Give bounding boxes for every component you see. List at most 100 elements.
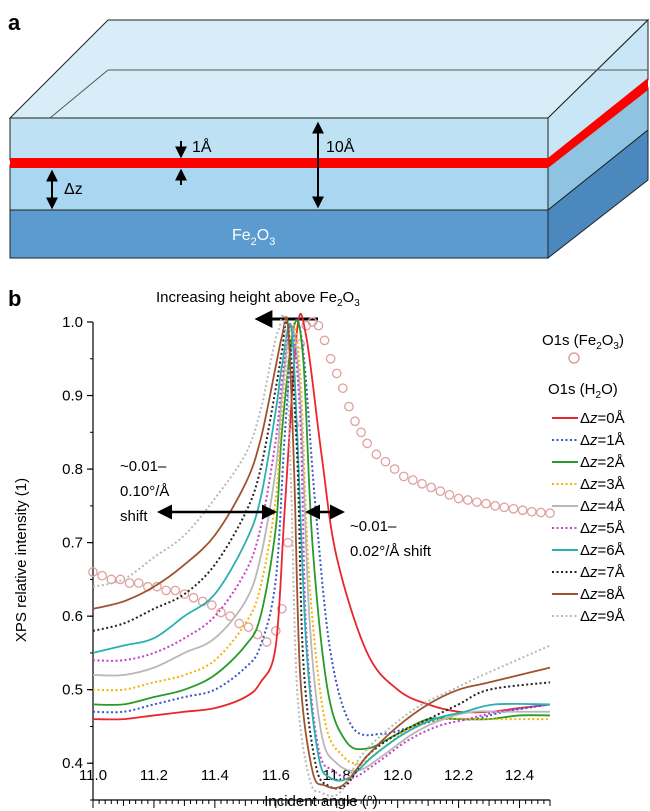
dz-label: Δz — [64, 181, 83, 198]
fe2o3-point — [444, 489, 455, 500]
y-tick-label: 0.7 — [62, 535, 83, 552]
fe2o3-point — [472, 497, 482, 508]
series-line-dz4 — [92, 324, 550, 772]
fe2o3-point — [545, 508, 555, 519]
panel-b: b Increasing height above Fe2O3 0.40.50.… — [8, 286, 625, 810]
fe2o3-point — [344, 401, 354, 412]
legend-label-dz8: Δz=8Å — [580, 586, 625, 603]
y-axis-label: XPS relative intensity (1) — [13, 478, 30, 642]
fe2o3-point — [188, 592, 199, 603]
y-tick-label: 0.5 — [62, 682, 83, 699]
fe2o3-point — [115, 574, 126, 585]
fe2o3-point — [325, 353, 336, 364]
panel-a: a Fe2O3 1Å 10Å Δz — [8, 10, 650, 260]
fe2o3-point — [243, 622, 254, 633]
y-tick-label: 1.0 — [62, 314, 83, 331]
fe2o3-point — [380, 456, 391, 467]
top-slab-front — [9, 117, 549, 161]
x-tick-label: 12.0 — [383, 767, 412, 784]
fe2o3-point — [435, 486, 446, 496]
fe2o3-point — [453, 493, 464, 504]
x-tick-label: 12.2 — [444, 767, 473, 784]
fe2o3-point — [331, 368, 342, 379]
fe2o3-point — [371, 449, 382, 460]
y-tick-label: 0.6 — [62, 608, 83, 625]
fe2o3-point — [517, 505, 528, 516]
x-tick-label: 12.4 — [505, 767, 534, 784]
fe2o3-point — [106, 574, 117, 585]
fe2o3-point — [536, 507, 546, 518]
total-label: 10Å — [326, 137, 355, 156]
fe2o3-point — [179, 589, 190, 599]
legend-items: Δz=0Å Δz=1Å Δz=2Å Δz=3Å Δz=4Å Δz=5Å Δz=6Å Δz=7Å… — [552, 410, 625, 625]
top-slab-top-face — [8, 19, 650, 119]
panel-b-label: b — [8, 286, 21, 311]
series-line-dz9 — [92, 313, 551, 797]
legend-label-dz5: Δz=5Å — [580, 520, 625, 537]
fe2o3-point — [526, 506, 537, 517]
fe2o3-point — [481, 498, 491, 509]
x-tick-label: 11.4 — [201, 767, 229, 784]
fe2o3-point — [161, 585, 171, 596]
fe2o3-point — [124, 578, 135, 588]
fe2o3-point — [283, 537, 293, 548]
legend-label-dz2: Δz=2Å — [580, 454, 625, 471]
series-line-dz5 — [92, 324, 551, 780]
fe2o3-point — [462, 495, 473, 505]
legend: O1s (Fe2O3) O1s (H2O) Δz=0ÅΔz=1ÅΔz=2ÅΔz=… — [542, 332, 625, 625]
legend-label-dz3: Δz=3Å — [580, 476, 625, 493]
y-tick-label: 0.8 — [62, 461, 83, 478]
substrate-side — [547, 128, 649, 260]
fe2o3-point — [97, 570, 107, 581]
plot-area — [88, 313, 555, 797]
series-line-dz8 — [92, 316, 551, 789]
fe2o3-point — [225, 611, 235, 622]
y-tick-label: 0.4 — [62, 755, 83, 772]
legend-label-dz1: Δz=1Å — [580, 432, 625, 449]
fe2o3-point — [216, 607, 226, 618]
legend-fe-title: O1s (Fe2O3) — [542, 332, 624, 352]
thickness-label: 1Å — [192, 137, 212, 156]
fe2o3-point — [234, 618, 245, 629]
legend-label-dz6: Δz=6Å — [580, 542, 625, 559]
fe2o3-point — [356, 427, 366, 438]
height-arrow-text: Increasing height above Fe2O3 — [156, 289, 360, 309]
y-tick-label: 0.9 — [62, 388, 83, 405]
fe2o3-point — [499, 502, 510, 513]
fe2o3-point — [408, 475, 418, 485]
series-line-dz6 — [92, 322, 551, 782]
legend-label-dz4: Δz=4Å — [580, 498, 625, 515]
legend-h2o-title: O1s (H2O) — [548, 381, 618, 401]
series-line-dz2 — [92, 319, 551, 751]
series-line-dz0 — [92, 313, 551, 721]
fe2o3-point — [417, 478, 427, 489]
substrate-front — [9, 209, 549, 259]
fe2o3-point — [277, 603, 287, 614]
series-line-dz3 — [92, 323, 550, 765]
x-tick-label: 11.6 — [262, 767, 290, 784]
mid-slab-front — [9, 164, 549, 211]
fe2o3-point — [319, 335, 330, 346]
right-shift-text: ~0.01– 0.02°/Å shift — [350, 518, 432, 560]
legend-fe-marker — [568, 352, 580, 364]
fe2o3-point — [398, 471, 409, 482]
legend-label-dz0: Δz=0Å — [580, 410, 625, 427]
fe2o3-point — [88, 567, 98, 577]
legend-label-dz7: Δz=7Å — [580, 564, 625, 581]
fe2o3-point — [350, 416, 360, 427]
fe2o3-point — [261, 637, 272, 647]
substrate-label: Fe2O3 — [232, 227, 275, 248]
x-axis-label: Incident angle (°) — [264, 793, 378, 810]
x-tick-label: 11.0 — [79, 767, 107, 784]
red-layer-front — [10, 158, 548, 168]
panel-a-label: a — [8, 10, 21, 35]
y-ticks: 0.4 0.5 0.6 0.7 0.8 0.9 1.0 — [62, 314, 93, 801]
legend-label-dz9: Δz=9Å — [580, 608, 625, 625]
inner-plane-edge — [49, 69, 109, 119]
fe2o3-point — [133, 578, 144, 588]
x-tick-label: 11.2 — [140, 767, 168, 784]
fe2o3-point — [170, 585, 181, 596]
fe2o3-point — [426, 482, 437, 493]
fe2o3-point — [337, 383, 348, 394]
